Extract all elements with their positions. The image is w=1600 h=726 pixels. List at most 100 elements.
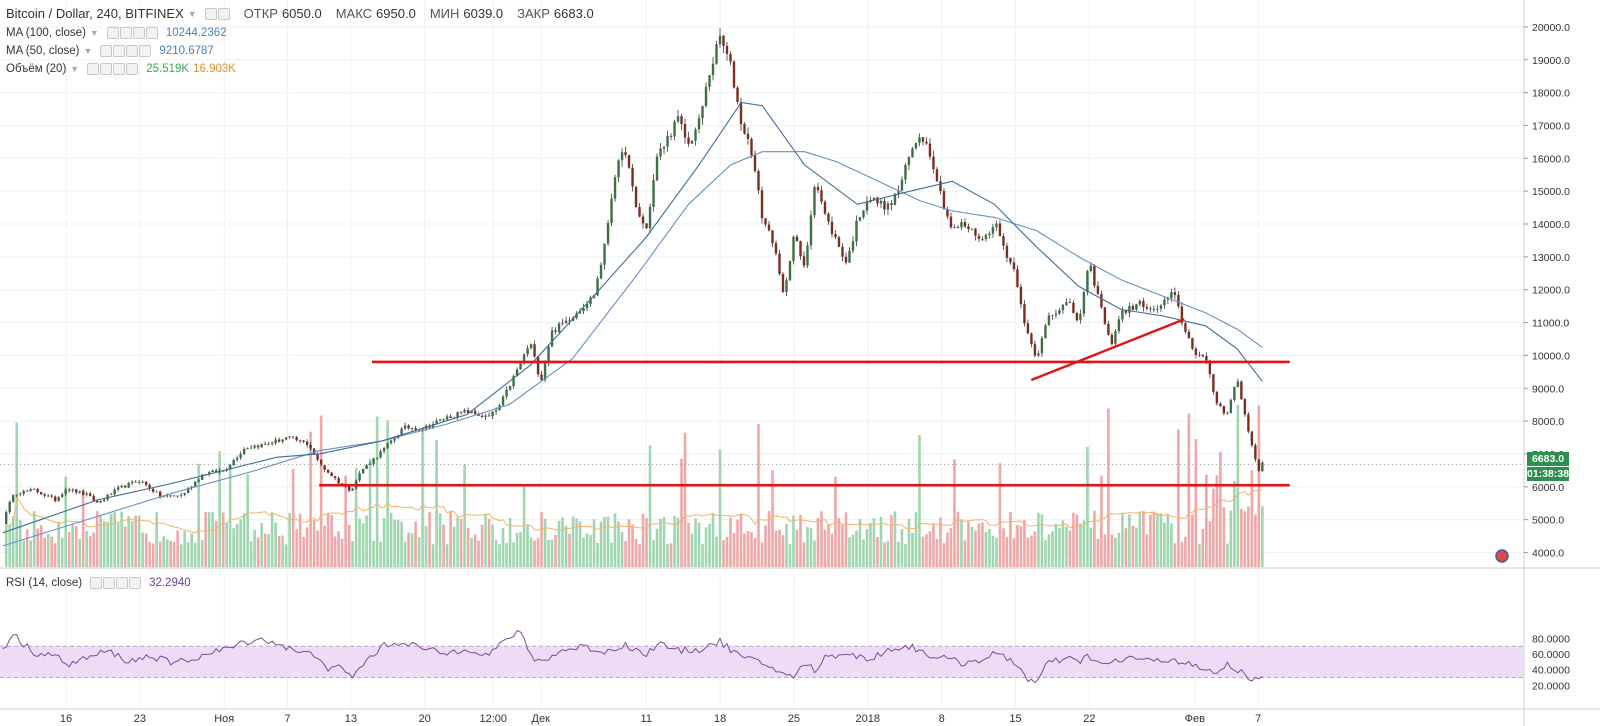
ma100-label[interactable]: MA (100, close): [6, 27, 86, 39]
candle-body: [953, 227, 956, 228]
candle-body: [848, 250, 851, 263]
volume-bar: [172, 541, 176, 567]
volume-hide-icon[interactable]: [87, 63, 100, 75]
candle-body: [904, 164, 907, 180]
candle-body: [494, 410, 498, 412]
candle-body: [253, 445, 256, 448]
volume-bar: [508, 517, 512, 567]
candle-body: [795, 236, 799, 242]
volume-bar: [410, 533, 414, 567]
volume-bar: [1019, 526, 1023, 567]
candle-body: [1236, 381, 1240, 387]
volume-bar: [550, 539, 554, 567]
volume-label[interactable]: Объём (20): [6, 63, 67, 75]
candle-body: [179, 494, 183, 496]
volume-bar: [900, 529, 904, 567]
volume-bar: [127, 516, 130, 567]
candle-body: [1040, 338, 1044, 354]
volume-bar: [799, 514, 802, 567]
candle-body: [302, 440, 305, 442]
candle-body: [1198, 354, 1201, 356]
ma100-more-icon[interactable]: [132, 27, 145, 39]
volume-bar: [498, 544, 501, 567]
volume-caret-icon[interactable]: ▼: [70, 64, 80, 74]
candle-body: [144, 481, 148, 485]
ma50-more-icon[interactable]: [126, 45, 139, 57]
hide-icon[interactable]: [204, 7, 217, 20]
volume-bar: [95, 511, 99, 567]
rsi-close-icon[interactable]: [129, 577, 142, 589]
candle-body: [88, 493, 92, 496]
ma50-settings-icon[interactable]: [113, 45, 126, 57]
rsi-hide-icon[interactable]: [90, 577, 103, 589]
candle-body: [746, 133, 750, 139]
volume-bar: [347, 524, 351, 567]
candle-body: [564, 320, 568, 323]
volume-bar: [529, 537, 533, 567]
volume-bar: [99, 515, 102, 567]
candle-body: [676, 116, 680, 122]
candle-body: [333, 476, 337, 479]
ma100-hide-icon[interactable]: [106, 27, 119, 39]
volume-bar: [218, 451, 221, 567]
volume-close-icon[interactable]: [126, 63, 139, 75]
candle-body: [193, 481, 197, 487]
volume-bar: [603, 516, 606, 567]
rsi-more-icon[interactable]: [116, 577, 129, 589]
volume-more-icon[interactable]: [113, 63, 126, 75]
candle-body: [634, 186, 638, 208]
candle-body: [1180, 306, 1184, 324]
ma50-label[interactable]: MA (50, close): [6, 45, 80, 57]
volume-bar: [1250, 470, 1254, 567]
symbol-title[interactable]: Bitcoin / Dollar, 240, BITFINEX: [6, 6, 184, 21]
ma100-settings-icon[interactable]: [119, 27, 132, 39]
rsi-settings-icon[interactable]: [103, 577, 116, 589]
volume-bar: [1170, 523, 1173, 567]
volume-bar: [676, 517, 680, 567]
volume-bar: [512, 542, 515, 567]
symbol-caret-icon[interactable]: ▼: [187, 8, 197, 19]
volume-bar: [480, 524, 484, 567]
ma50-caret-icon[interactable]: ▼: [83, 46, 93, 56]
volume-bar: [648, 445, 652, 567]
candle-body: [596, 278, 599, 296]
candle-body: [802, 256, 806, 266]
volume-bar: [71, 524, 74, 567]
ma50-hide-icon[interactable]: [100, 45, 113, 57]
volume-bar: [190, 533, 193, 567]
candle-body: [337, 478, 340, 484]
volume-bar: [858, 518, 862, 567]
volume-bar: [431, 544, 435, 567]
volume-bar: [540, 511, 543, 567]
ma100-close-icon[interactable]: [145, 27, 158, 39]
volume-bar: [1128, 514, 1131, 567]
ma100-caret-icon[interactable]: ▼: [89, 28, 99, 38]
candle-body: [1026, 323, 1030, 334]
candle-body: [165, 495, 169, 497]
volume-bar: [792, 515, 795, 567]
candle-body: [211, 470, 214, 473]
candle-body: [984, 234, 988, 240]
ma50-close-icon[interactable]: [139, 45, 152, 57]
rsi-label[interactable]: RSI (14, close): [6, 577, 83, 589]
volume-bar: [183, 531, 186, 567]
volume-bar: [25, 529, 29, 567]
candle-body: [1079, 313, 1082, 321]
candle-body: [1023, 304, 1026, 324]
volume-bar: [400, 521, 403, 567]
candle-body: [169, 495, 172, 497]
time-tick-label: 22: [1083, 713, 1095, 725]
volume-controls: [87, 63, 139, 75]
volume-bar: [1219, 451, 1222, 567]
candle-body: [589, 297, 592, 305]
settings-icon[interactable]: [217, 7, 230, 20]
volume-settings-icon[interactable]: [100, 63, 113, 75]
candle-body: [879, 200, 883, 204]
candle-body: [526, 348, 529, 355]
candle-body: [778, 253, 781, 274]
volume-bar: [557, 520, 561, 567]
volume-bar: [1065, 526, 1068, 567]
candle-body: [305, 441, 309, 445]
volume-bar: [316, 530, 319, 567]
